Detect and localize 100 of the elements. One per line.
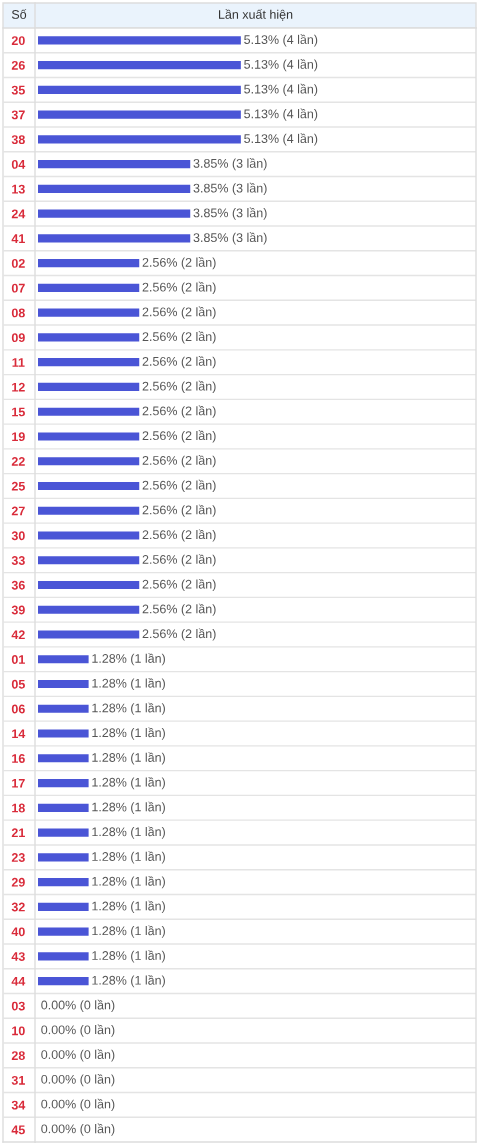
y-tick-label: 14: [12, 729, 26, 739]
data-label: 0.00% (0 lần): [41, 1098, 115, 1111]
bar: [38, 630, 140, 639]
data-label: 2.56% (2 lần): [142, 603, 216, 616]
data-label: 0.00% (0 lần): [41, 1024, 115, 1037]
bar: [38, 135, 241, 144]
y-tick-label: 18: [12, 803, 25, 813]
y-tick-label: 10: [12, 1026, 25, 1036]
bar: [38, 977, 89, 986]
bar: [38, 506, 140, 515]
data-label: 2.56% (2 lần): [142, 455, 216, 468]
y-tick-label: 09: [11, 333, 25, 343]
y-tick-label: 02: [11, 258, 25, 268]
data-label: 1.28% (1 lần): [92, 826, 165, 839]
y-tick-label: 32: [11, 902, 25, 912]
bar: [38, 160, 191, 169]
y-tick-label: 16: [12, 754, 25, 763]
data-label: 0.00% (0 lần): [41, 1123, 115, 1136]
data-label: 2.56% (2 lần): [142, 554, 216, 567]
y-tick-label: 41: [11, 234, 25, 243]
bar: [38, 778, 89, 788]
data-label: 0.00% (0 lần): [41, 1049, 115, 1062]
bar: [38, 927, 89, 936]
y-tick-label: 25: [11, 481, 25, 491]
data-label: 2.56% (2 lần): [142, 281, 216, 295]
data-label: 2.56% (2 lần): [142, 628, 216, 641]
data-label: 3.85% (3 lần): [193, 207, 267, 220]
data-label: 2.56% (2 lần): [142, 331, 216, 344]
bar: [38, 952, 89, 961]
data-label: 5.13% (4 lần): [244, 108, 318, 121]
y-tick-label: 07: [11, 283, 25, 293]
bar: [38, 308, 140, 317]
y-tick-label: 44: [11, 977, 26, 986]
bar: [38, 333, 140, 342]
bar: [38, 828, 89, 837]
data-label: 1.28% (1 lần): [92, 653, 165, 666]
data-label: 2.56% (2 lần): [142, 504, 216, 517]
data-label: 1.28% (1 lần): [92, 925, 165, 938]
data-label: 2.56% (2 lần): [142, 479, 216, 493]
y-tick-label: 08: [11, 308, 25, 318]
bar: [38, 754, 89, 763]
y-tick-label: 19: [12, 432, 25, 442]
y-tick-label: 29: [11, 877, 25, 887]
bar: [38, 110, 241, 119]
y-tick-label: 04: [11, 159, 26, 169]
y-tick-label: 12: [12, 382, 25, 392]
data-label: 3.85% (3 lần): [193, 158, 267, 171]
y-tick-label: 39: [11, 605, 25, 615]
y-axis-title: Số: [11, 9, 27, 19]
bar: [38, 61, 241, 70]
bar: [38, 481, 140, 491]
data-label: 2.56% (2 lần): [142, 356, 216, 369]
bar: [38, 407, 140, 416]
data-label: 0.00% (0 lần): [41, 999, 115, 1012]
y-tick-label: 11: [12, 358, 25, 367]
data-label: 5.13% (4 lần): [244, 83, 318, 96]
data-label: 1.28% (1 lần): [92, 776, 165, 790]
data-label: 2.56% (2 lần): [142, 578, 216, 592]
data-label: 2.56% (2 lần): [142, 257, 216, 270]
y-tick-label: 22: [11, 457, 25, 466]
y-tick-label: 45: [11, 1125, 25, 1135]
y-tick-label: 13: [12, 184, 25, 194]
bar: [38, 580, 140, 590]
bar: [38, 803, 89, 812]
data-label: 5.13% (4 lần): [244, 59, 318, 72]
bar: [38, 209, 191, 218]
y-tick-label: 35: [11, 85, 25, 95]
data-label: 1.28% (1 lần): [92, 851, 165, 864]
y-tick-label: 33: [11, 556, 25, 565]
bar: [38, 85, 241, 94]
bar: [38, 853, 89, 862]
data-label: 0.00% (0 lần): [41, 1074, 115, 1087]
data-label: 1.28% (1 lần): [92, 801, 165, 814]
y-tick-label: 06: [11, 704, 25, 714]
y-tick-label: 40: [11, 927, 25, 937]
y-tick-label: 38: [11, 135, 25, 145]
y-tick-label: 37: [11, 110, 25, 120]
bar: [38, 36, 241, 45]
data-label: 1.28% (1 lần): [92, 974, 165, 988]
data-label: 2.56% (2 lần): [142, 380, 216, 394]
bar: [38, 283, 140, 293]
bar: [38, 358, 140, 367]
y-tick-label: 27: [11, 506, 25, 516]
bar: [38, 556, 140, 565]
y-tick-label: 42: [11, 630, 25, 640]
bar: [38, 877, 89, 887]
y-tick-label: 43: [11, 952, 25, 961]
data-label: 1.28% (1 lần): [92, 875, 165, 889]
y-tick-label: 31: [11, 1075, 25, 1085]
y-tick-label: 05: [11, 679, 25, 689]
y-tick-label: 34: [11, 1100, 26, 1110]
bar: [38, 432, 140, 441]
y-tick-label: 26: [11, 60, 25, 70]
data-label: 1.28% (1 lần): [92, 950, 165, 963]
y-tick-label: 28: [11, 1051, 25, 1061]
data-label: 1.28% (1 lần): [92, 900, 165, 913]
y-tick-label: 03: [11, 1001, 25, 1011]
y-tick-label: 17: [12, 778, 25, 788]
data-label: 1.28% (1 lần): [92, 677, 165, 691]
bar: [38, 234, 191, 243]
